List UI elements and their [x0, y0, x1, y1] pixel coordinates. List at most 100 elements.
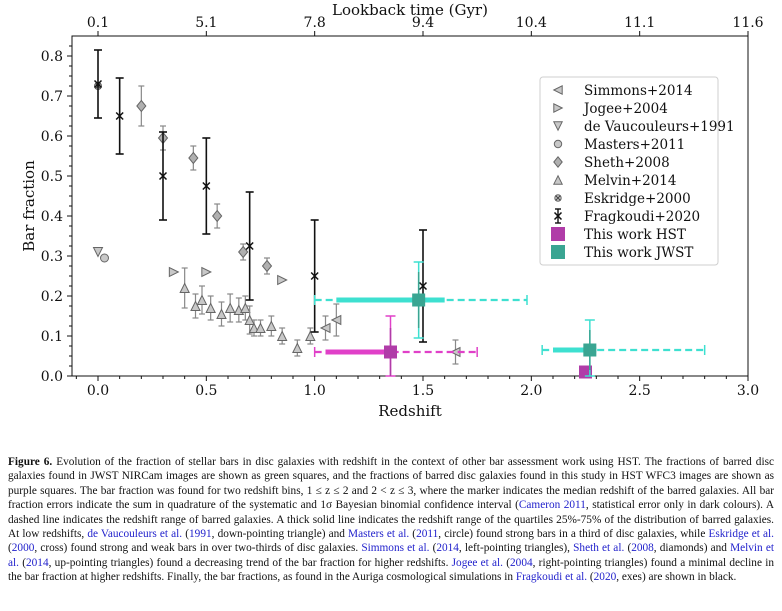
caption-text: , cross) found strong and weak bars in o… — [34, 542, 362, 555]
x-tick-label: 1.5 — [412, 383, 434, 399]
legend-entry: Melvin+2014 — [584, 173, 676, 189]
series-fragkoudi-2020 — [93, 49, 428, 343]
caption-citation[interactable]: Melvin et al. — [8, 542, 774, 569]
caption-text: ( — [429, 542, 437, 555]
data-point-x — [245, 241, 254, 251]
legend-entry: Simmons+2014 — [584, 83, 693, 99]
data-point-x — [418, 281, 428, 291]
data-point-triangle-up — [255, 322, 266, 333]
y-tick-label: 0.3 — [41, 249, 63, 265]
x-axis-label: Redshift — [378, 402, 442, 420]
data-point-triangle-up — [196, 294, 208, 305]
caption-text: ( — [8, 542, 12, 555]
legend-entry: Fragkoudi+2020 — [584, 209, 700, 225]
y-tick-label: 0.8 — [41, 49, 63, 65]
legend-entry: This work HST — [584, 227, 686, 243]
caption-text: , right-pointing triangles) found a mini… — [8, 556, 774, 584]
legend-marker-diamond — [553, 156, 563, 168]
figure-label: Figure 6. — [8, 456, 53, 468]
caption-text: , up-pointing triangles) found a decreas… — [48, 556, 452, 569]
top-tick-label: 0.1 — [87, 15, 109, 31]
caption-text: Evolution of the fraction of stellar bar… — [8, 456, 774, 512]
caption-citation[interactable]: 2011 — [416, 528, 439, 541]
legend-marker-square — [551, 245, 565, 259]
caption-text: ( — [18, 556, 26, 569]
data-point-circle — [100, 253, 109, 263]
caption-citation[interactable]: 2008 — [631, 542, 654, 555]
data-point-triangle-left — [319, 322, 331, 334]
caption-citation[interactable]: Jogee et al. — [451, 556, 503, 569]
caption-citation[interactable]: 2004 — [510, 556, 533, 569]
top-axis-label: Lookback time (Gyr) — [332, 1, 488, 19]
data-point-triangle-up — [190, 300, 201, 311]
y-axis-label: Bar fraction — [20, 160, 38, 252]
caption-text: , circle) found strong bars in a third o… — [438, 528, 709, 541]
series-jogee-2004 — [168, 266, 288, 286]
caption-text: , left-pointing triangles), — [458, 542, 574, 555]
caption-text: , exes) are shown in black. — [616, 571, 737, 584]
series-melvin-2014 — [179, 267, 316, 357]
legend-entry: de Vaucouleurs+1991 — [584, 119, 735, 135]
legend-entry: Masters+2011 — [584, 137, 685, 153]
legend-marker-triangle-down — [552, 121, 564, 132]
caption-body: Evolution of the fraction of stellar bar… — [8, 456, 774, 583]
caption-text: ( — [182, 528, 190, 541]
y-tick-label: 0.7 — [41, 89, 63, 105]
top-tick-label: 10.4 — [516, 15, 547, 31]
series-masters-2011 — [100, 253, 109, 263]
caption-citation[interactable]: Fragkoudi et al. — [515, 571, 588, 584]
data-point-x — [202, 181, 211, 191]
caption-text: ( — [624, 542, 632, 555]
x-tick-label: 0.0 — [87, 383, 109, 399]
caption-text: , diamonds) and — [653, 542, 731, 555]
caption-citation[interactable]: 1991 — [189, 528, 212, 541]
x-tick-label: 0.5 — [195, 383, 217, 399]
top-tick-label: 5.1 — [195, 15, 217, 31]
legend-marker-circle — [553, 139, 563, 149]
caption-citation[interactable]: 2014 — [26, 556, 49, 569]
caption-citation[interactable]: 2000 — [11, 542, 35, 555]
data-point-triangle-right — [201, 266, 212, 278]
caption-citation[interactable]: 2020 — [593, 571, 617, 584]
series-this-work-hst — [313, 315, 592, 379]
figure-caption: Figure 6. Evolution of the fraction of s… — [8, 455, 774, 585]
data-point-diamond — [261, 259, 273, 273]
data-point-triangle-up — [248, 322, 260, 333]
caption-citation[interactable]: Eskridge et al. — [708, 528, 774, 541]
data-point-triangle-down — [92, 247, 104, 258]
y-tick-label: 0.5 — [41, 169, 63, 185]
data-point-x — [115, 111, 124, 121]
x-tick-label: 2.5 — [629, 383, 651, 399]
caption-text: , down-pointing triangle) and — [211, 528, 349, 541]
x-tick-label: 3.0 — [737, 383, 759, 399]
data-point-triangle-left — [330, 314, 342, 326]
series-this-work-jwst — [313, 261, 706, 377]
legend-marker-fragkoudi — [553, 208, 563, 224]
caption-text: ( — [503, 556, 511, 569]
legend-entry: Eskridge+2000 — [584, 191, 691, 207]
marker-x — [555, 195, 561, 201]
caption-citation[interactable]: 2014 — [436, 542, 459, 555]
legend-marker-triangle-left — [552, 84, 563, 96]
y-tick-label: 0.1 — [41, 329, 63, 345]
y-tick-label: 0.2 — [41, 289, 63, 305]
data-point-triangle-up — [205, 302, 216, 313]
data-point-triangle-up — [276, 330, 288, 341]
caption-citation[interactable]: Cameron 2011 — [518, 499, 586, 512]
legend-entry: This work JWST — [584, 245, 693, 261]
caption-text: ( — [409, 528, 417, 541]
data-point-x — [93, 79, 103, 89]
data-point-triangle-right — [168, 266, 180, 278]
x-tick-label: 1.0 — [304, 383, 326, 399]
data-point-triangle-up — [240, 302, 251, 313]
top-tick-label: 7.8 — [304, 15, 326, 31]
data-point-x — [310, 271, 319, 281]
y-tick-label: 0.0 — [41, 369, 63, 385]
data-point-diamond — [188, 151, 199, 165]
x-tick-label: 2.0 — [520, 383, 542, 399]
caption-citation[interactable]: Masters et al. — [348, 528, 410, 541]
series-sheth-2008 — [136, 85, 273, 275]
caption-citation[interactable]: de Vaucouleurs et al. — [87, 528, 183, 541]
caption-citation[interactable]: Sheth et al. — [573, 542, 625, 555]
caption-citation[interactable]: Simmons et al. — [361, 542, 430, 555]
